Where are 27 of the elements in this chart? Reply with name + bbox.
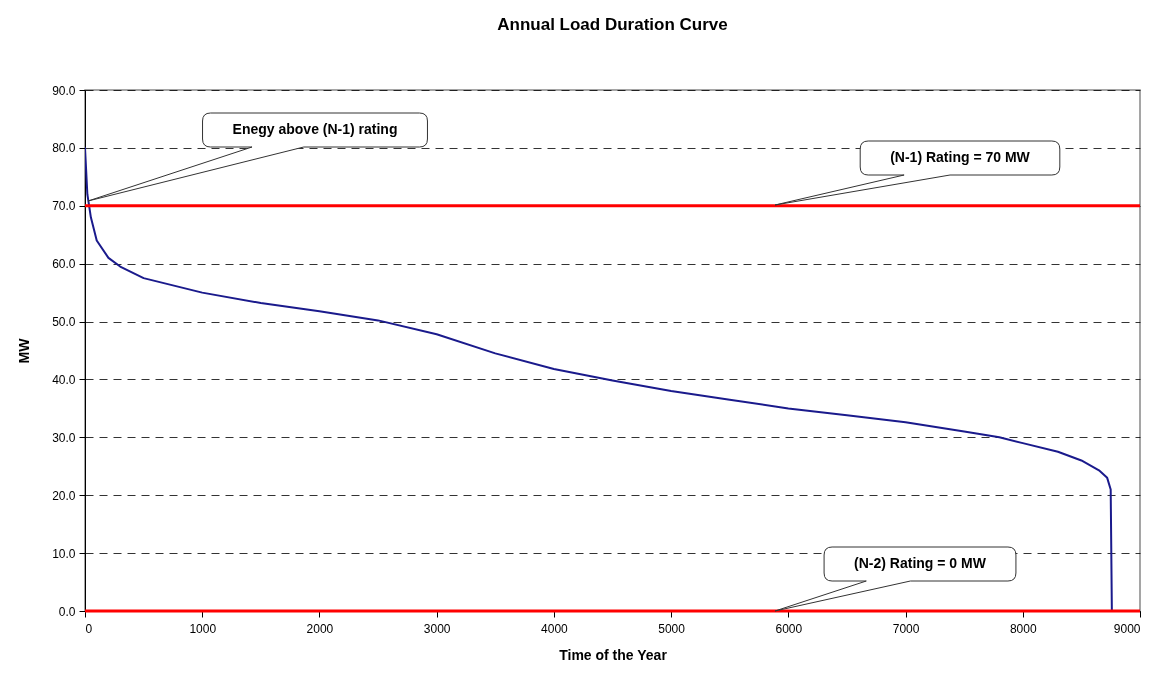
y-tick-label: 0.0 [58, 604, 76, 619]
y-tick-label: 10.0 [52, 546, 76, 561]
annotation: Enegy above (N-1) rating [232, 121, 398, 137]
x-tick-label: 6000 [775, 621, 803, 636]
y-tick-label: 20.0 [52, 488, 76, 503]
x-tick-label: 0 [85, 621, 93, 636]
x-tick-label: 5000 [658, 621, 686, 636]
y-tick-label: 80.0 [52, 141, 76, 156]
y-axis-title: MW [16, 337, 33, 364]
x-axis-title: Time of the Year [559, 646, 668, 663]
x-tick-label: 4000 [541, 621, 569, 636]
y-tick-label: 90.0 [52, 83, 76, 98]
y-tick-label: 60.0 [52, 257, 76, 272]
x-tick-label: 8000 [1009, 621, 1037, 636]
y-tick-label: 70.0 [52, 199, 76, 214]
y-tick-label: 40.0 [52, 372, 76, 387]
line-series [85, 146, 1113, 611]
x-tick-label: 3000 [423, 621, 451, 636]
chart-title: Annual Load Duration Curve [497, 15, 728, 34]
x-tick-label: 1000 [189, 621, 217, 636]
y-tick-label: 50.0 [52, 315, 76, 330]
x-tick-label: 2000 [306, 621, 334, 636]
x-tick-label: 9000 [1113, 621, 1141, 636]
annotation: (N-2) Rating = 0 MW [854, 555, 987, 571]
x-tick-label: 7000 [892, 621, 920, 636]
annotation: (N-1) Rating = 70 MW [890, 149, 1031, 165]
y-tick-label: 30.0 [52, 430, 76, 445]
